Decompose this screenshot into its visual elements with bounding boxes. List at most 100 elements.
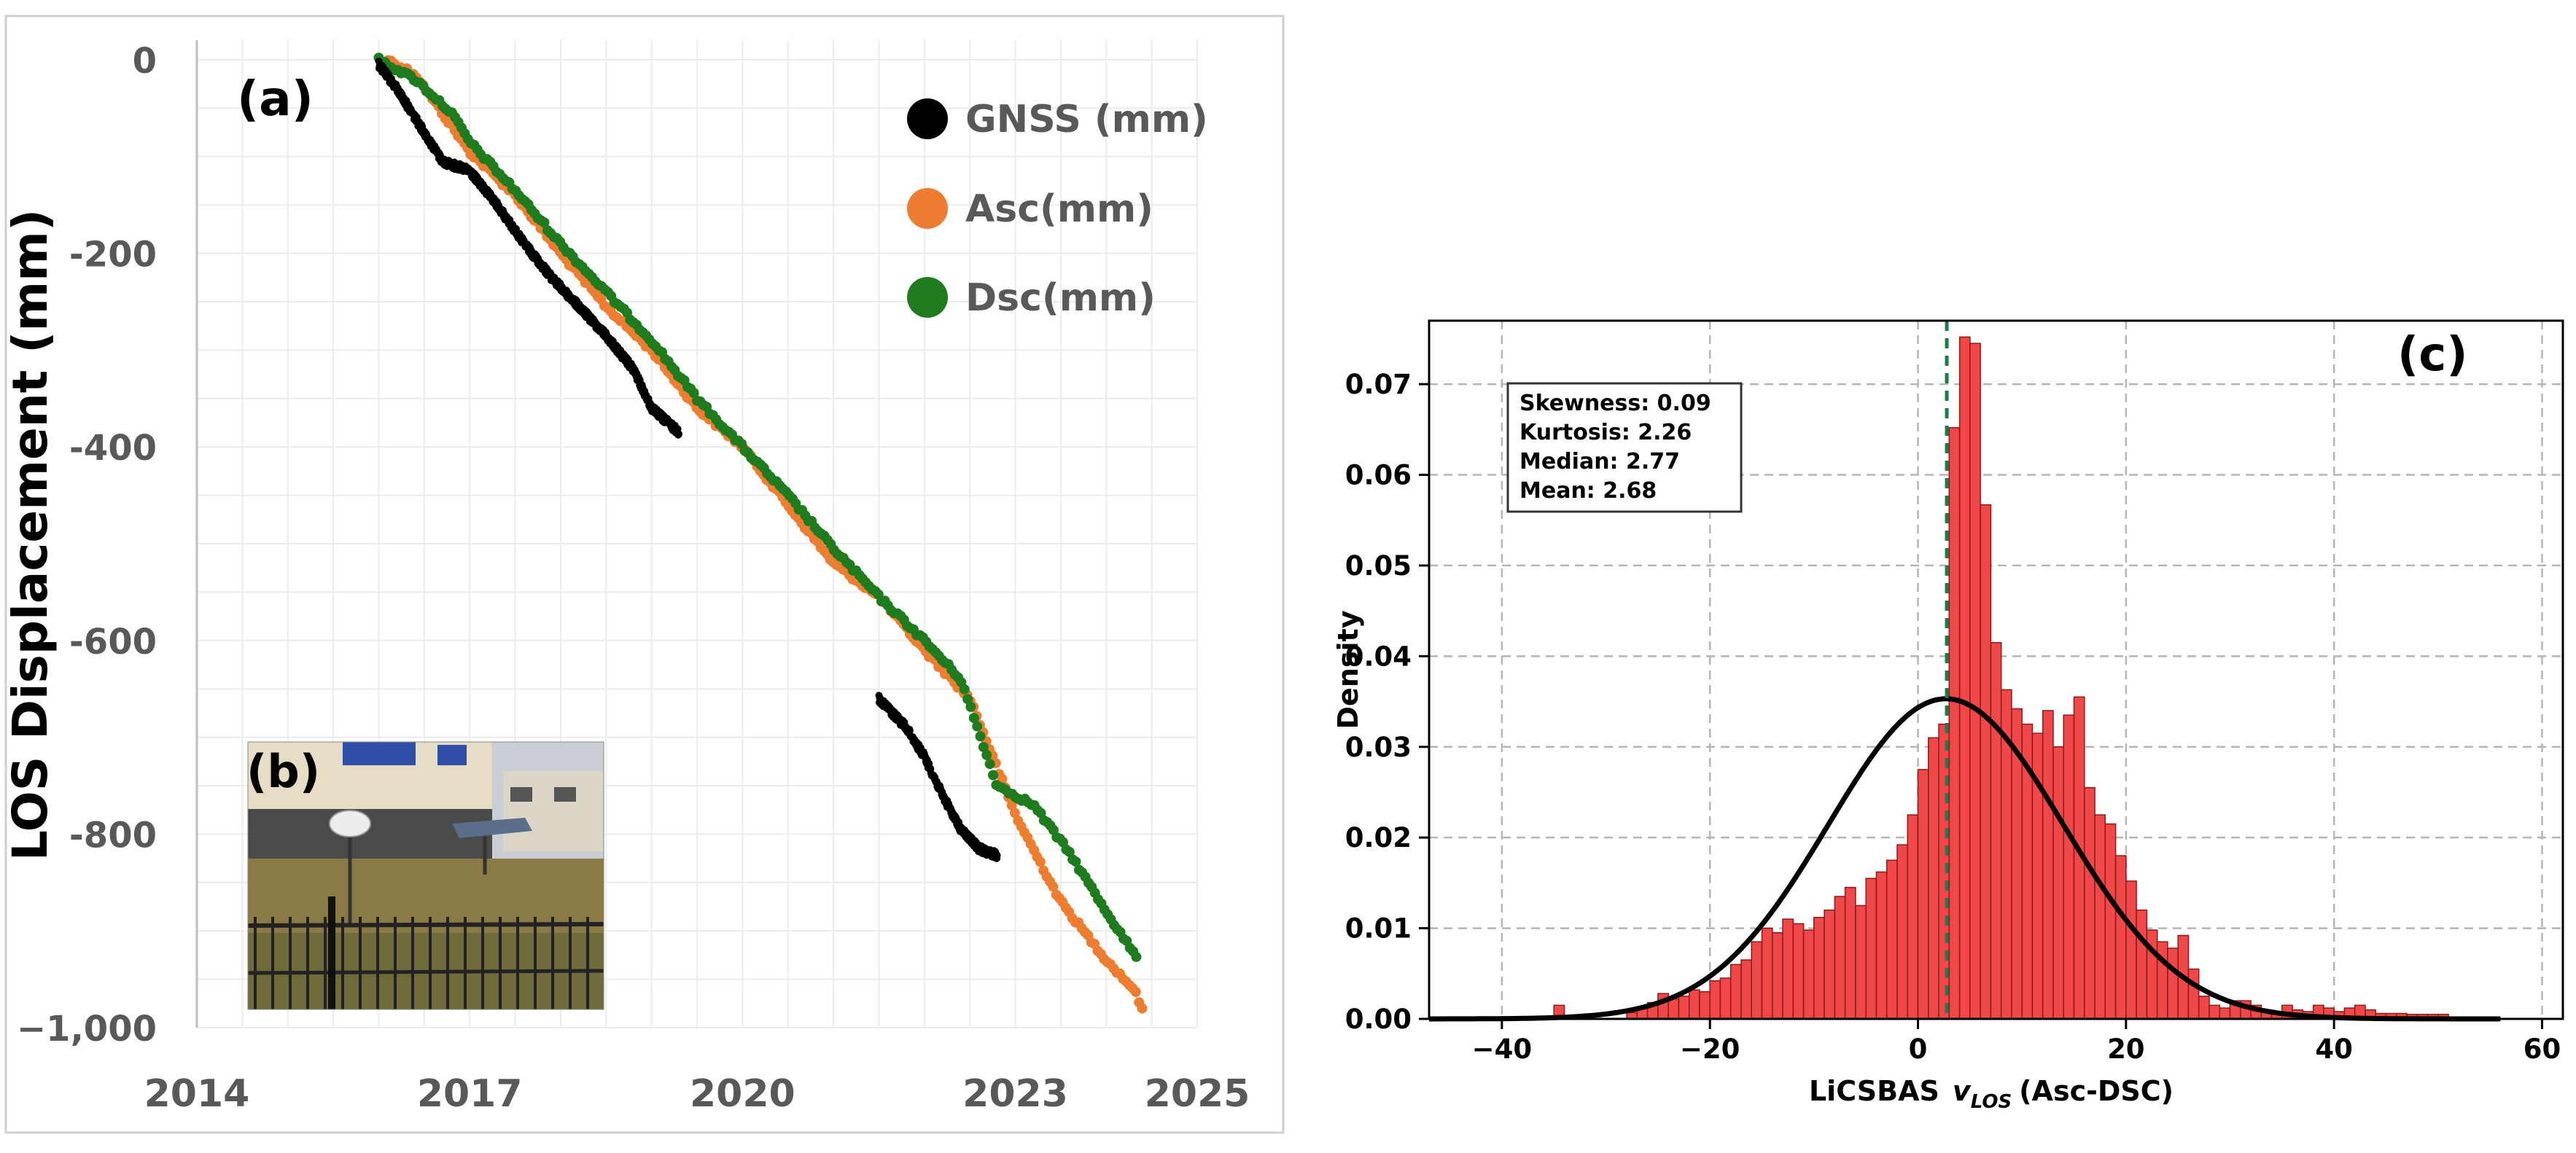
histogram-bar (1948, 427, 1961, 1020)
data-point (984, 759, 995, 770)
data-point (959, 684, 970, 695)
histogram-bar (2042, 710, 2054, 1020)
histogram-bar (2219, 1007, 2231, 1020)
histogram-bar (1792, 923, 1805, 1020)
histogram-bar (1709, 980, 1721, 1020)
histogram-bar (1678, 996, 1690, 1020)
histogram-bar (1802, 929, 1815, 1020)
panel-c-axes-frame (1428, 319, 2564, 1020)
data-point (1137, 1003, 1148, 1014)
x-tick-label: −40 (1472, 1033, 1533, 1065)
data-point (981, 749, 992, 760)
inset-photo-porch (248, 809, 492, 860)
panel-a-label: (a) (237, 71, 314, 127)
fence-rail (247, 922, 604, 928)
histogram-bar (2167, 947, 2179, 1020)
panel-c-y-ticks: 0.00 0.01 0.02 0.03 0.04 0.05 0.06 0.07 (1345, 369, 1429, 1035)
histogram-bar (1772, 932, 1783, 1020)
histogram-bar (1719, 977, 1732, 1020)
inset-photo-window (437, 745, 467, 765)
histogram-bar (1824, 909, 1836, 1020)
panel-c-x-ticks: −40 −20 0 20 40 60 (1472, 1019, 2561, 1065)
panel-c-label: (c) (2397, 328, 2467, 382)
data-point (978, 742, 989, 753)
inset-photo-label: (b) (246, 745, 320, 798)
y-tick-label: −1,000 (17, 1009, 157, 1050)
stats-kurtosis: Kurtosis: 2.26 (1519, 420, 1692, 445)
y-tick-label: -800 (69, 815, 157, 856)
x-tick-label: 60 (2524, 1033, 2561, 1065)
y-tick-label: -600 (69, 622, 157, 663)
inset-photo-window (554, 787, 576, 802)
data-point (1009, 808, 1020, 818)
panel-c-normal-fit-curve (1429, 696, 2501, 1022)
histogram-bar (2094, 814, 2106, 1020)
inset-photo-window (510, 787, 532, 802)
panel-a-x-ticks: 2014 2017 2020 2023 2025 (144, 1072, 1250, 1116)
panel-a-legend: GNSS (mm) Asc(mm) Dsc(mm) (907, 98, 1208, 320)
legend-label: Dsc(mm) (965, 276, 1156, 320)
panel-c-xlabel-prefix: LiCSBAS (1809, 1075, 1939, 1107)
x-tick-label: 2014 (144, 1072, 250, 1116)
histogram-bar (2104, 823, 2117, 1020)
legend-marker (907, 98, 948, 139)
panel-c-x-axis-label: LiCSBAS vLOS (Asc-DSC) (1809, 1075, 2174, 1113)
data-point (968, 713, 979, 724)
x-tick-label: 2020 (690, 1072, 795, 1116)
histogram-bar (1782, 918, 1794, 1020)
histogram-bar (2063, 714, 2075, 1020)
legend-label: Asc(mm) (965, 187, 1153, 231)
histogram-bar (1740, 959, 1753, 1020)
x-tick-label: −20 (1680, 1033, 1740, 1065)
stats-box-frame (1506, 382, 1743, 513)
data-point (975, 731, 986, 742)
histogram-bar (1688, 989, 1700, 1020)
x-tick-label: 0 (1909, 1033, 1928, 1065)
y-tick-label: 0.06 (1345, 460, 1412, 491)
data-point (965, 701, 976, 712)
panel-a-y-ticks: 0 -200 -400 -600 -800 −1,000 (17, 41, 157, 1050)
histogram-bar (2084, 786, 2096, 1020)
series-gnssmm (375, 58, 1001, 862)
data-point (688, 388, 699, 399)
histogram-bar (1865, 878, 1877, 1020)
histogram-bar (2198, 996, 2210, 1020)
legend-marker (907, 277, 948, 318)
histogram-bar (1834, 896, 1846, 1020)
x-tick-label: 2023 (962, 1072, 1068, 1116)
histogram-bar (1668, 998, 1680, 1020)
y-tick-label: 0.02 (1345, 822, 1412, 853)
histogram-bar (2052, 746, 2065, 1020)
legend-marker (907, 188, 948, 229)
histogram-bar (2209, 1004, 2221, 1020)
inset-photo-solar-panel (452, 818, 532, 838)
data-point (1131, 951, 1142, 962)
inset-photo-house-right (503, 771, 604, 851)
y-tick-label: -400 (69, 428, 157, 469)
data-point (988, 770, 998, 781)
histogram-bar (1969, 343, 1981, 1020)
stats-skewness: Skewness: 0.09 (1519, 391, 1711, 416)
stats-mean: Mean: 2.68 (1519, 478, 1657, 504)
y-tick-label: -200 (69, 235, 157, 275)
data-point (962, 694, 973, 705)
histogram-bar (1928, 737, 1939, 1020)
histogram-bar (1699, 990, 1711, 1020)
data-point (1035, 856, 1046, 867)
x-tick-label: 20 (2107, 1033, 2145, 1065)
panel-a: 0 -200 -400 -600 -800 −1,000 2014 2017 2020 2023… (2, 15, 1285, 1134)
data-point (1048, 881, 1059, 892)
inset-photo-fence (247, 896, 604, 1009)
data-point (1130, 987, 1141, 997)
histogram-bar (2136, 909, 2148, 1020)
x-tick-label: 40 (2315, 1033, 2353, 1065)
histogram-bar (1980, 504, 1992, 1020)
panel-a-series (373, 52, 1148, 1014)
histogram-bar (1896, 844, 1909, 1020)
series-dscmm (373, 52, 1142, 962)
x-tick-label: 2025 (1145, 1072, 1250, 1116)
histogram-bar (1917, 769, 1929, 1020)
histogram-bar (1844, 886, 1856, 1020)
panel-c-y-axis-label: Density (1332, 610, 1364, 729)
